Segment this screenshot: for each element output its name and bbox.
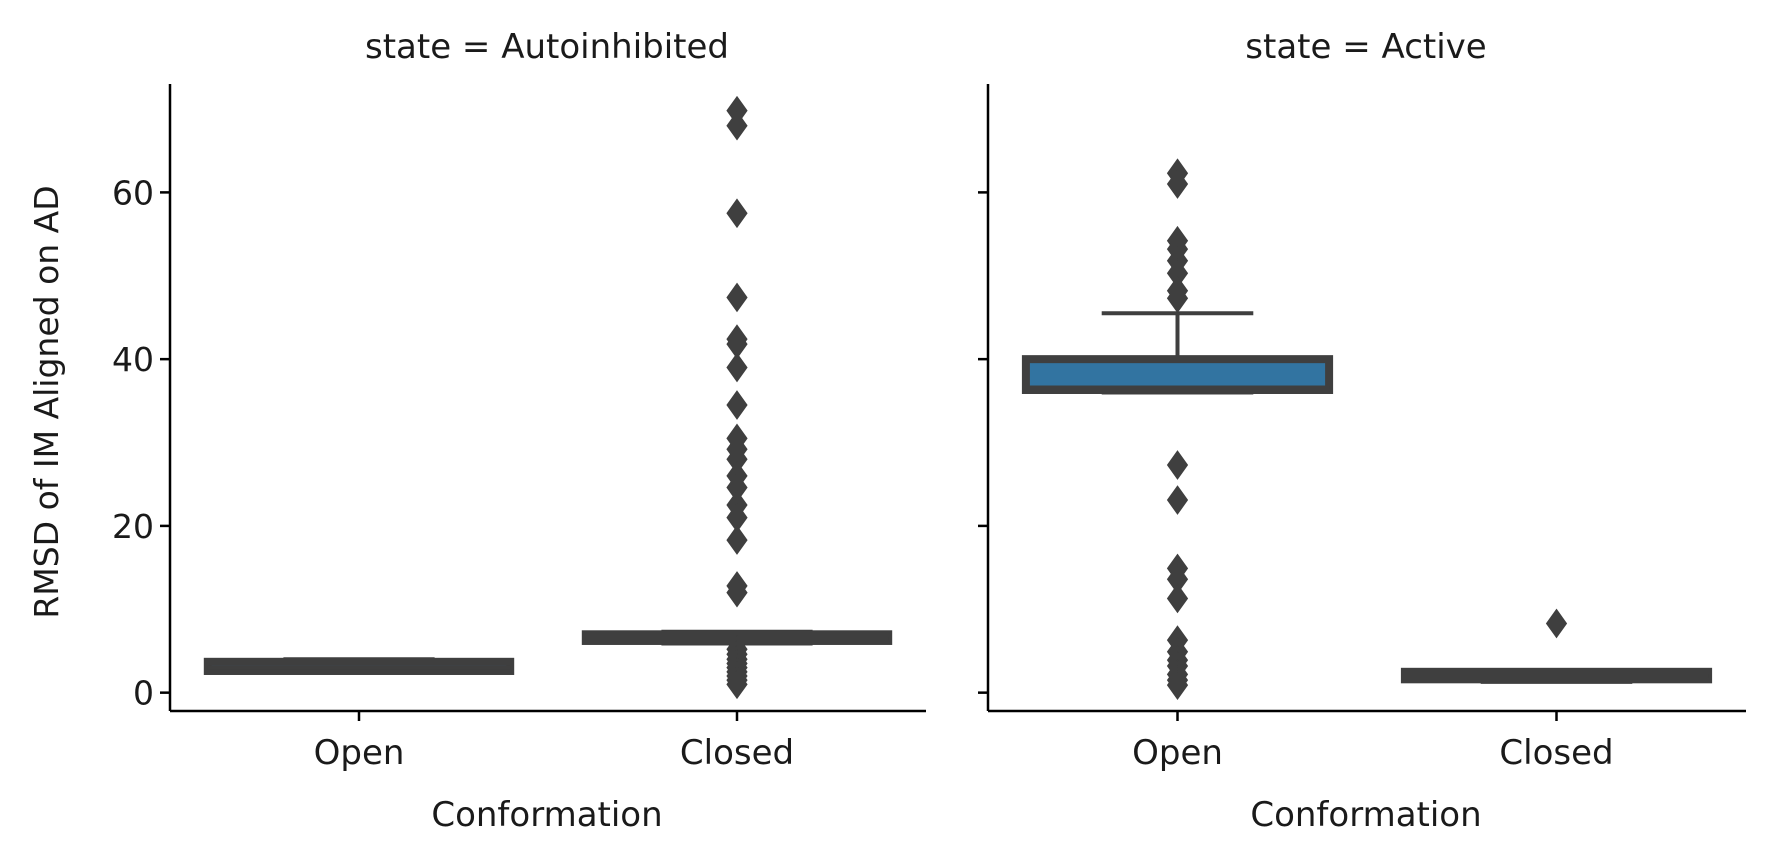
- plot-area: [1021, 158, 1713, 701]
- panel-title: state = Active: [1245, 27, 1486, 67]
- y-axis-ticks: [978, 191, 988, 694]
- outlier-point: [726, 110, 748, 141]
- box-open: [203, 657, 515, 675]
- panel-active: state = Active Open Closed Conformation: [978, 27, 1746, 835]
- y-axis-label: RMSD of IM Aligned on AD: [27, 185, 66, 618]
- x-axis-ticks: Open Closed: [314, 711, 794, 773]
- outlier-point: [1166, 283, 1189, 314]
- outlier-point: [1166, 583, 1189, 614]
- y-tick-label: 0: [133, 674, 154, 713]
- outlier-point: [1166, 450, 1189, 480]
- panel-title: state = Autoinhibited: [365, 27, 729, 67]
- y-tick-label: 20: [112, 507, 154, 546]
- x-tick-label-closed: Closed: [1499, 733, 1613, 773]
- box-closed: [1400, 608, 1713, 684]
- x-axis-ticks: Open Closed: [1132, 711, 1614, 773]
- outlier-point: [726, 669, 748, 700]
- panel-autoinhibited: state = Autoinhibited 0 20 40 60 Open Closed…: [112, 27, 926, 835]
- plot-area: [203, 95, 893, 700]
- x-axis-label: Conformation: [431, 795, 662, 835]
- outlier-point: [1166, 169, 1189, 199]
- box-closed: [581, 95, 893, 700]
- outlier-point: [726, 198, 748, 229]
- outlier-point: [726, 282, 748, 313]
- outlier-point: [1166, 485, 1189, 515]
- outlier-point: [726, 577, 748, 608]
- outlier-point: [726, 525, 748, 555]
- y-tick-label: 60: [112, 173, 154, 212]
- y-tick-label: 40: [112, 340, 154, 379]
- x-tick-label-closed: Closed: [680, 733, 794, 773]
- x-tick-label-open: Open: [1132, 733, 1223, 773]
- box-open: [1021, 158, 1334, 701]
- outlier-point: [1166, 670, 1189, 701]
- box-iqr: [1021, 355, 1334, 394]
- outlier-point: [726, 352, 748, 383]
- x-axis-label: Conformation: [1250, 795, 1481, 835]
- x-tick-label-open: Open: [314, 733, 405, 773]
- outlier-point: [726, 390, 748, 420]
- y-axis-ticks: 0 20 40 60: [112, 173, 170, 713]
- outlier-point: [1545, 608, 1568, 639]
